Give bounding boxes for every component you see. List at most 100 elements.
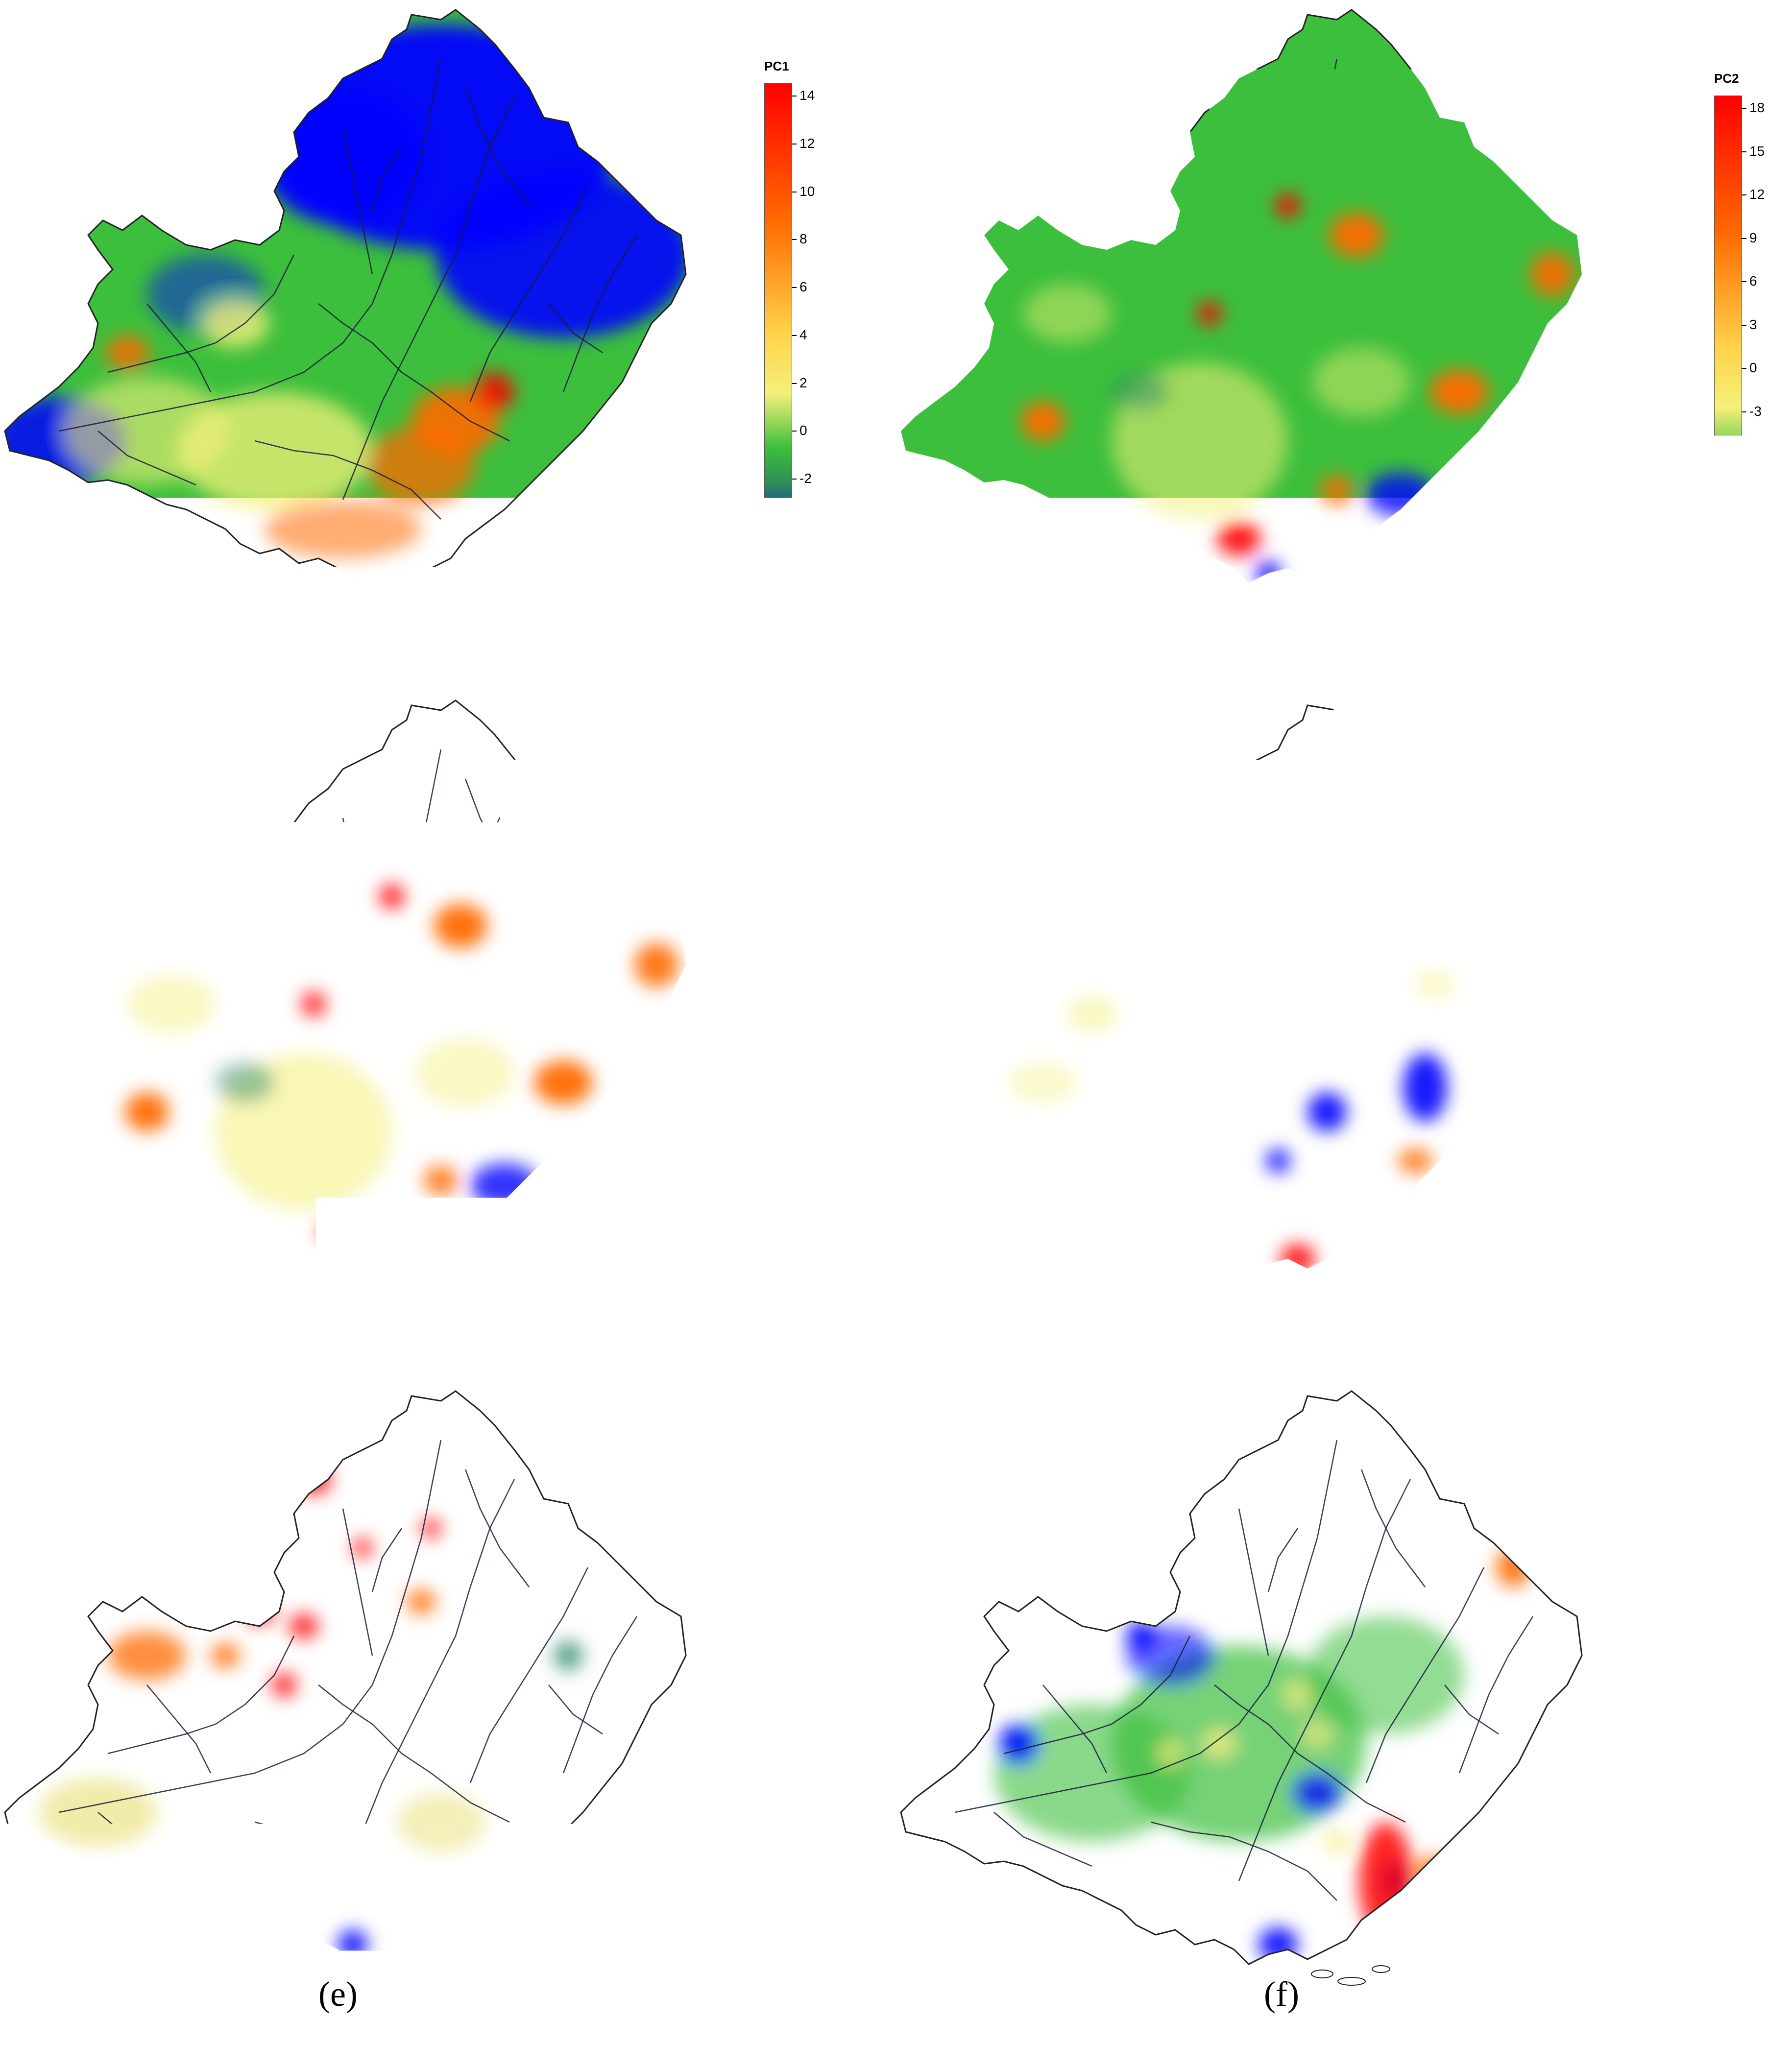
island (476, 584, 494, 591)
value-patch (321, 1212, 365, 1247)
value-patch (125, 1092, 169, 1131)
colorbar-tick-mark (1688, 993, 1693, 994)
panel-caption-c: (c) (318, 1303, 358, 1344)
colorbar-tick-label: -2 (799, 1726, 812, 1740)
colorbar-tick-label: -9 (1749, 491, 1762, 505)
value-patch (1530, 252, 1574, 296)
colorbar-tick-mark (792, 479, 797, 480)
colorbar-tick-mark (792, 1516, 797, 1517)
map-base-fill (0, 691, 696, 1303)
panel-caption-b: (b) (1264, 612, 1305, 653)
value-patch (1285, 1683, 1310, 1707)
colorbar-tick-label: -2 (799, 472, 812, 485)
colorbar-tick-mark (792, 1733, 797, 1734)
colorbar-tick-label: 2 (1695, 1672, 1703, 1686)
value-patch (64, 377, 230, 485)
value-patch (434, 904, 487, 948)
colorbar-tick-label: 4 (799, 328, 807, 342)
colorbar-tick-mark (792, 996, 797, 997)
colorbar-tick-label: 11 (1695, 900, 1710, 914)
colorbar-tick-mark (792, 1896, 797, 1897)
map-fill (0, 1381, 696, 1994)
legend-title: PC6 (1660, 1425, 1685, 1441)
colorbar-tick-label: 12 (799, 916, 815, 930)
colorbar-tick-mark (792, 1104, 797, 1105)
colorbar-tick-label: 6 (1695, 1528, 1703, 1541)
colorbar-tick-label: 10 (799, 185, 815, 198)
colorbar-tick-label: 3 (1695, 1073, 1703, 1087)
value-patch (245, 1599, 274, 1624)
colorbar-tick-mark (792, 1140, 797, 1141)
colorbar-tick-mark (1688, 863, 1693, 864)
colorbar-tick-mark (1688, 820, 1693, 821)
colorbar-tick-mark (1688, 1751, 1693, 1752)
colorbar (764, 1450, 792, 1909)
value-patch (289, 1614, 318, 1638)
colorbar-tick-label: 2 (799, 1097, 807, 1111)
map-fill (896, 691, 1592, 1303)
value-patch (999, 1724, 1038, 1763)
colorbar-tick-mark (1742, 455, 1746, 456)
colorbar-tick-mark (1742, 498, 1746, 499)
value-patch (1217, 522, 1261, 556)
colorbar-tick-label: 4 (1695, 1600, 1703, 1613)
colorbar-tick-mark (792, 1625, 797, 1626)
choropleth-map-d (896, 691, 1592, 1303)
colorbar-tick-mark (792, 1570, 797, 1571)
map-panel-a: PC1 14 12 10 8 6 4 2 0 -2 -4 (0, 0, 896, 637)
value-patch (127, 975, 216, 1034)
colorbar-tick-label: 17 (1695, 769, 1711, 783)
choropleth-map-f (896, 1381, 1592, 1994)
island (442, 1287, 469, 1295)
value-patch (436, 171, 691, 338)
colorbar-tick-label: -2 (1695, 1817, 1708, 1830)
map-base-fill (896, 691, 1592, 1303)
map-panel-b: PC2 18 15 12 9 6 3 0 -3 -6 -9 -12 (896, 0, 1792, 637)
value-patch (1305, 1722, 1330, 1746)
colorbar-tick-mark (1688, 1462, 1693, 1463)
choropleth-map-a (0, 0, 696, 612)
colorbar-tick-mark (792, 1068, 797, 1069)
value-patch (216, 1063, 274, 1102)
island (476, 1966, 494, 1972)
map-panel-f: PC6 8 6 4 2 0 -2 -4 (896, 1381, 1792, 2018)
colorbar-tick-label: -6 (1749, 448, 1762, 461)
colorbar-tick-mark (792, 1679, 797, 1680)
colorbar-tick-mark (1742, 281, 1746, 282)
value-patch (105, 336, 149, 370)
colorbar-tick-mark (1688, 1896, 1693, 1897)
colorbar-tick-label: 8 (799, 1455, 807, 1469)
colorbar-tick-mark (1688, 1123, 1693, 1124)
colorbar-tick-mark (1688, 1210, 1693, 1211)
colorbar-tick-label: 13 (1695, 856, 1711, 870)
colorbar-tick-mark (1688, 1679, 1693, 1680)
map-base-fill (0, 1381, 696, 1994)
colorbar-tick-mark (1742, 541, 1746, 542)
colorbar-tick-label: 8 (799, 989, 807, 1003)
colorbar-tick-mark (792, 1787, 797, 1788)
island (476, 1275, 494, 1282)
colorbar-tick-mark (792, 527, 797, 528)
value-patch (1023, 284, 1112, 343)
colorbar-tick-mark (792, 887, 797, 888)
legend-title: PC4 (1660, 740, 1685, 755)
colorbar-tick-mark (1688, 1607, 1693, 1608)
colorbar-tick-label: -2 (799, 1169, 812, 1183)
colorbar-tick-mark (1688, 907, 1693, 908)
value-patch (301, 992, 326, 1016)
colorbar-tick-label: 9 (1749, 231, 1757, 245)
legend-title: PC5 (764, 1425, 789, 1441)
colorbar-tick-label: -4 (1695, 1889, 1708, 1902)
island (442, 1977, 469, 1985)
value-patch (1415, 970, 1454, 999)
colorbar-tick-label: 12 (1749, 188, 1765, 201)
value-patch (367, 426, 475, 505)
colorbar-tick-mark (792, 923, 797, 924)
colorbar (1714, 96, 1742, 554)
value-patch (634, 943, 678, 987)
colorbar-tick-label: 0 (799, 424, 807, 437)
value-patch (108, 1631, 186, 1680)
colorbar-tick-label: 0 (1749, 361, 1757, 375)
value-patch (480, 1861, 558, 1930)
colorbar-tick-label: 14 (799, 880, 815, 894)
